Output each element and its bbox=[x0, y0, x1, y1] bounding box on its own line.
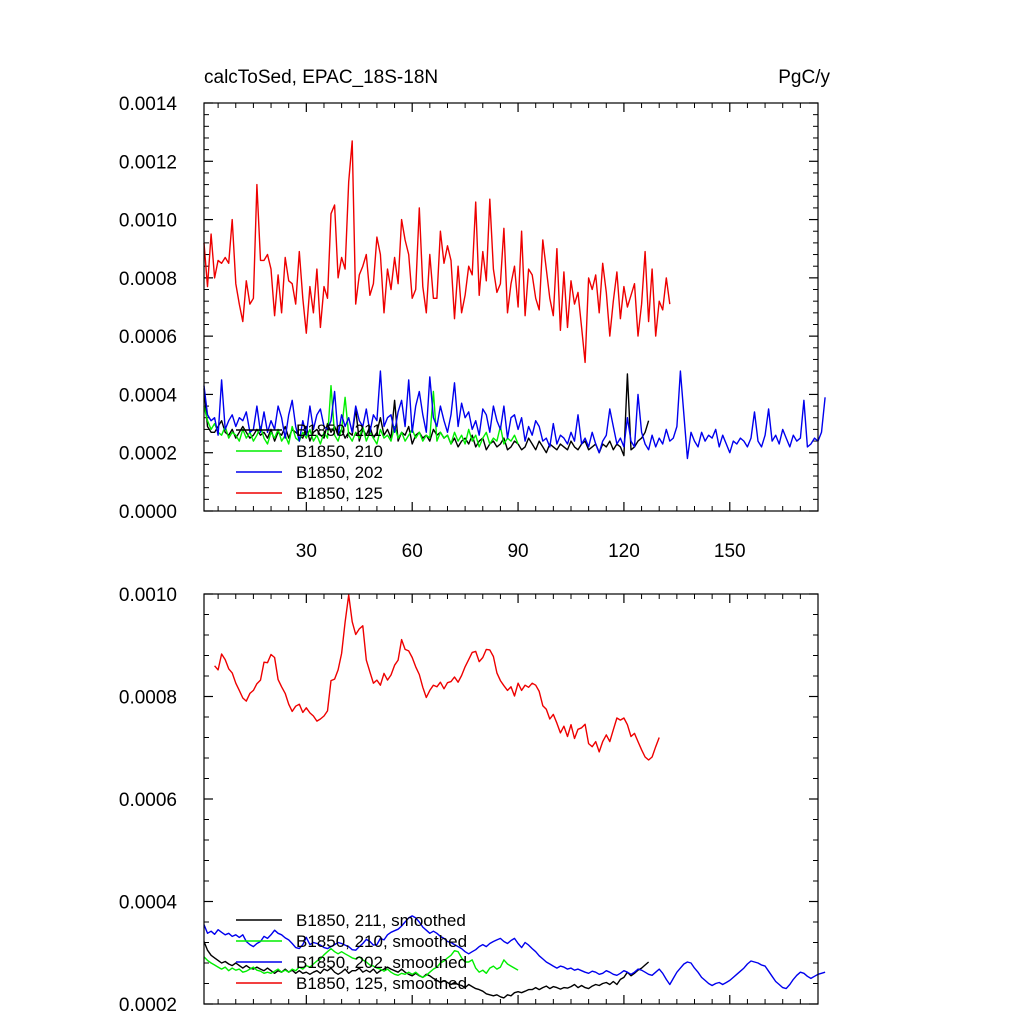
bottom-series-line-0 bbox=[203, 941, 650, 999]
bottom-legend-label-3: B1850, 125, smoothed bbox=[296, 974, 467, 993]
bottom-legend-label-0: B1850, 211, smoothed bbox=[296, 911, 466, 930]
top-series-line-3 bbox=[203, 140, 671, 364]
top-legend-label-1: B1850, 210 bbox=[296, 442, 383, 461]
top-x-tick-label: 150 bbox=[714, 541, 746, 562]
top-legend-label-0: B1850, 211 bbox=[296, 421, 382, 440]
top-y-tick-label: 0.0012 bbox=[119, 152, 177, 173]
top-x-tick-label: 30 bbox=[296, 541, 317, 562]
bottom-series-line-3 bbox=[214, 594, 660, 761]
top-series-line-2 bbox=[203, 370, 826, 460]
bottom-plot-series bbox=[203, 594, 826, 999]
top-y-tick-label: 0.0006 bbox=[119, 327, 177, 348]
bottom-plot-frame bbox=[203, 593, 819, 1005]
top-x-tick-label: 120 bbox=[608, 541, 640, 562]
bottom-legend-label-2: B1850, 202, smoothed bbox=[296, 953, 467, 972]
top-y-tick-label: 0.0004 bbox=[119, 385, 178, 406]
bottom-y-tick-label: 0.0008 bbox=[119, 688, 177, 709]
top-y-tick-label: 0.0002 bbox=[119, 444, 177, 465]
top-y-tick-label: 0.0000 bbox=[119, 502, 177, 523]
top-series-line-1 bbox=[203, 385, 519, 448]
top-plot-frame bbox=[203, 102, 819, 512]
top-x-tick-label: 90 bbox=[507, 541, 528, 562]
bottom-series-line-1 bbox=[203, 947, 519, 979]
bottom-legend-label-1: B1850, 210, smoothed bbox=[296, 932, 467, 951]
top-y-tick-label: 0.0008 bbox=[119, 269, 177, 290]
bottom-y-tick-label: 0.0004 bbox=[119, 893, 178, 914]
top-y-tick-label: 0.0014 bbox=[119, 94, 178, 115]
top-x-tick-label: 60 bbox=[402, 541, 423, 562]
top-plot-series bbox=[203, 140, 826, 460]
top-panel: calcToSed, EPAC_18S-18N PgC/y 0.00000.00… bbox=[119, 67, 831, 562]
top-chart-units: PgC/y bbox=[778, 67, 830, 88]
top-chart-title: calcToSed, EPAC_18S-18N bbox=[204, 67, 438, 88]
bottom-y-tick-label: 0.0006 bbox=[119, 790, 177, 811]
bottom-legend: B1850, 211, smoothed B1850, 210, smoothed… bbox=[236, 911, 467, 993]
top-plot-ticks: 0.0000 0.0002 0.0004 0.0006 0.0008 0.0010 0.00… bbox=[119, 94, 819, 562]
top-legend-label-3: B1850, 125 bbox=[296, 484, 383, 503]
bottom-y-tick-label: 0.0002 bbox=[119, 995, 177, 1016]
top-y-tick-label: 0.0010 bbox=[119, 211, 177, 232]
top-legend-label-2: B1850, 202 bbox=[296, 463, 383, 482]
bottom-y-tick-label: 0.0010 bbox=[119, 585, 177, 606]
top-legend: B1850, 211 B1850, 210 B1850, 202 B1850, 125 bbox=[236, 421, 383, 503]
bottom-series-line-2 bbox=[203, 915, 826, 990]
bottom-plot-ticks: 0.0002 0.0004 0.0006 0.0008 0.0010 bbox=[119, 585, 819, 1016]
bottom-panel: 0.0002 0.0004 0.0006 0.0008 0.0010 B1850, 21… bbox=[119, 585, 826, 1016]
